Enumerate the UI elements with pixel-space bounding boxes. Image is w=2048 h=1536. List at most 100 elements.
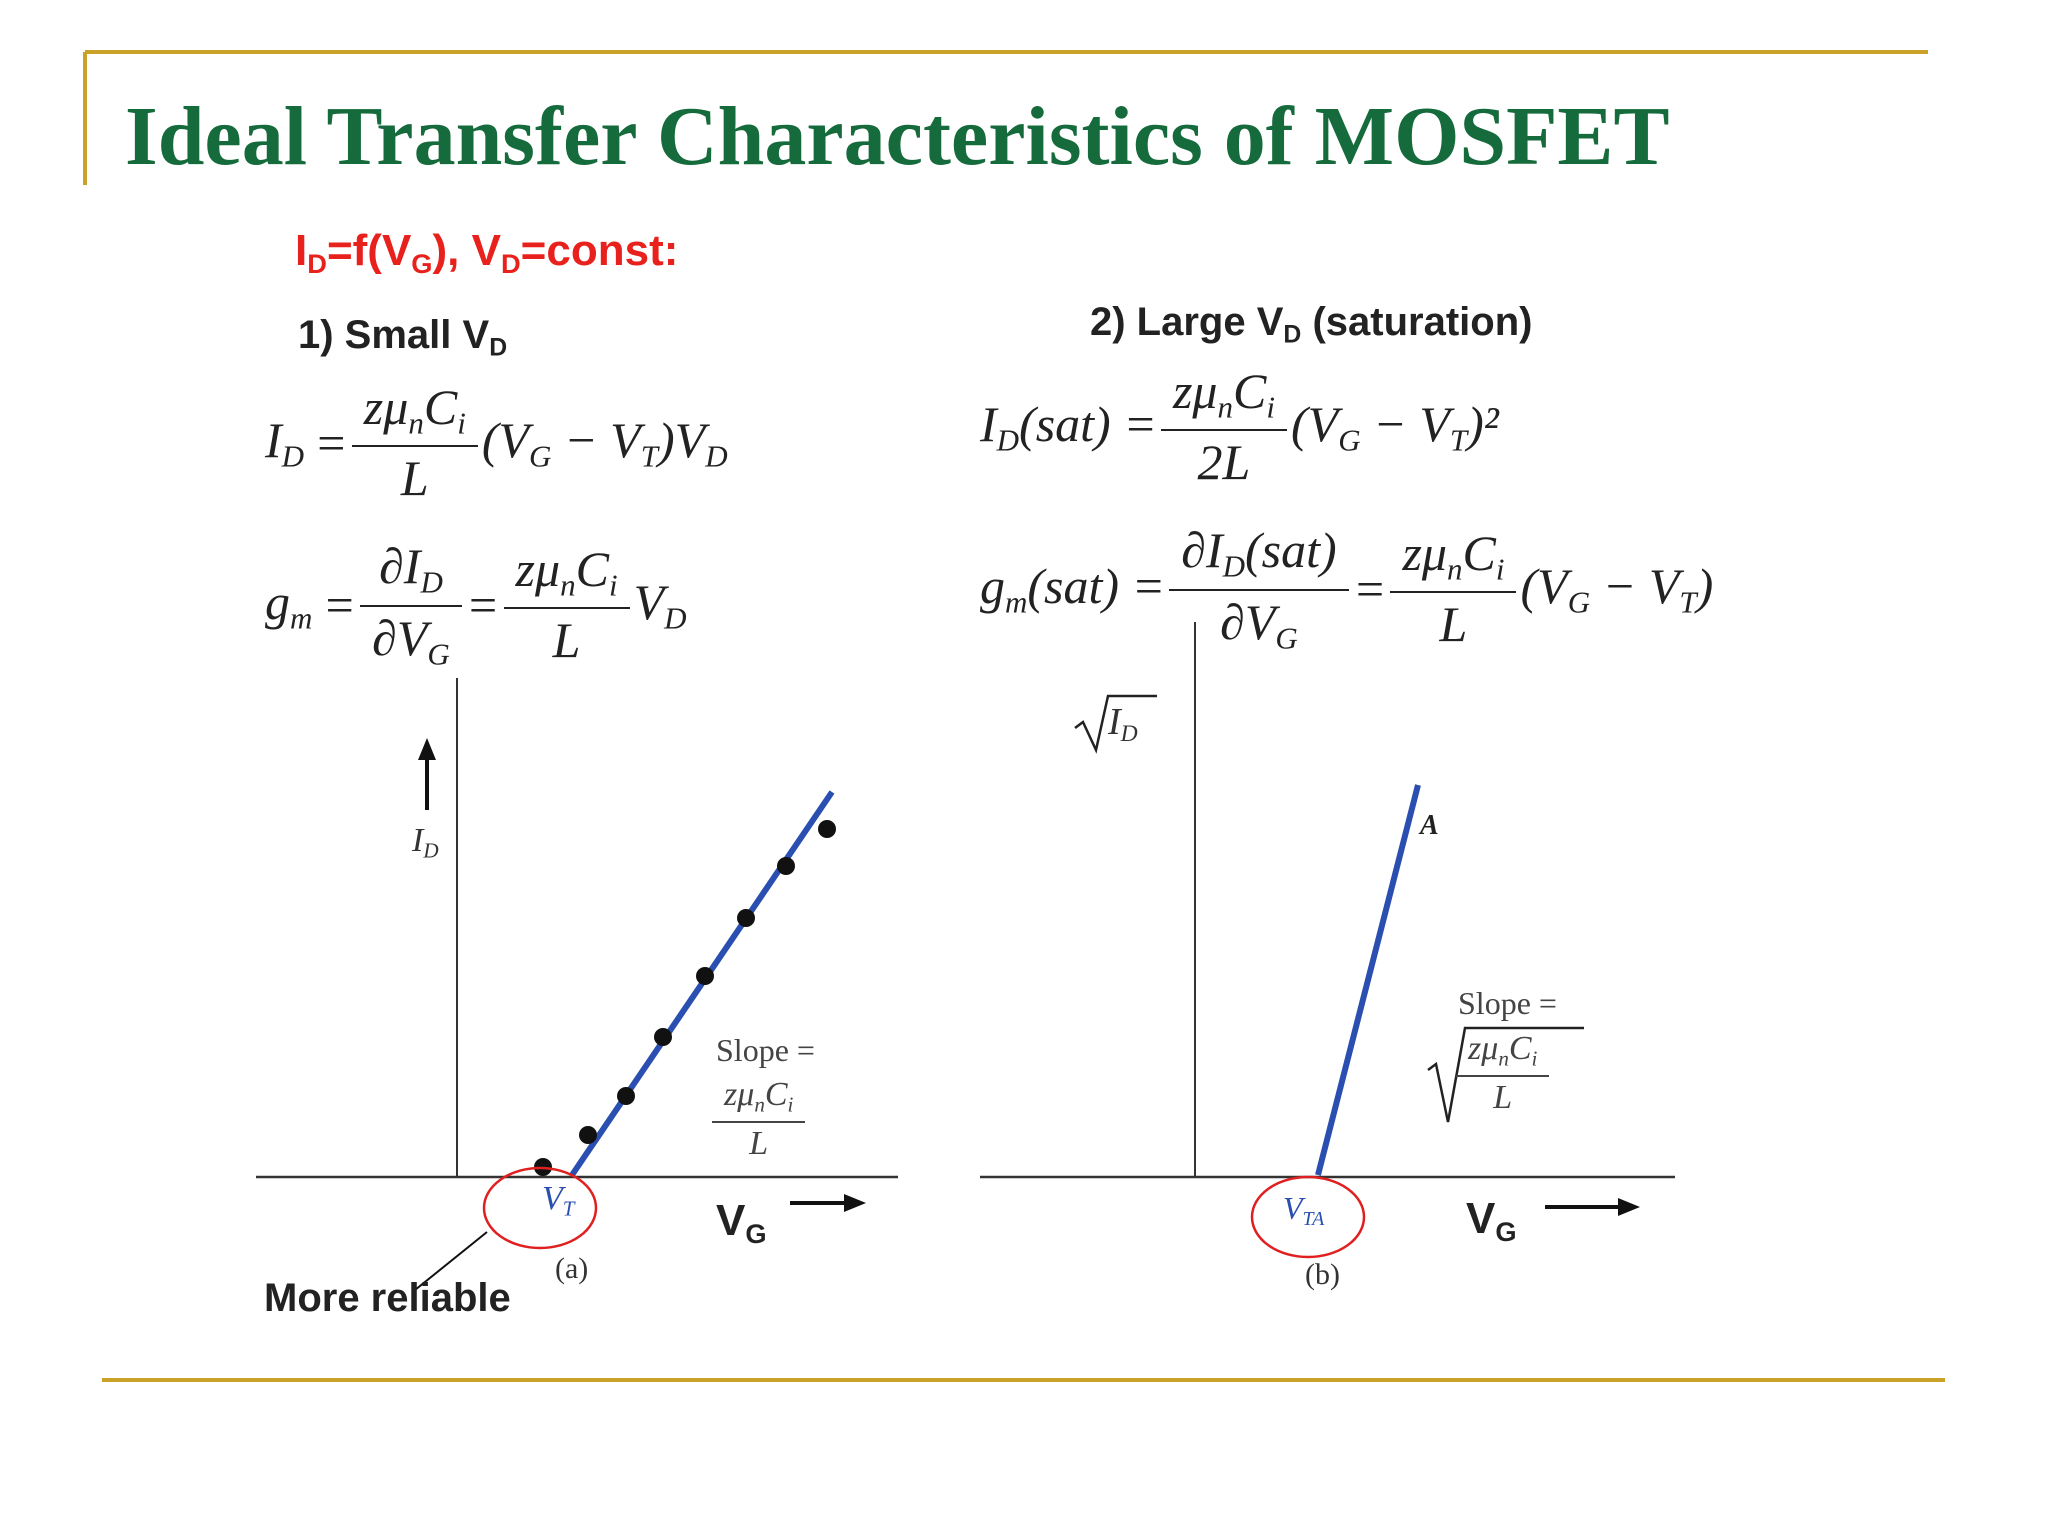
text: 2L (1197, 434, 1251, 491)
text: I (265, 412, 282, 468)
term: ID(sat) = (980, 395, 1157, 458)
subscript: m (1005, 584, 1028, 620)
subscript: G (1338, 422, 1361, 458)
text: C (423, 379, 458, 435)
threshold: VTA (1283, 1190, 1324, 1231)
numerator: zμnCi (1167, 362, 1281, 429)
subscript: D (664, 600, 687, 636)
term: (VG − VT)VD (482, 411, 728, 474)
text: C (575, 540, 609, 597)
text: ) (1696, 557, 1714, 614)
denominator: L (1390, 591, 1517, 653)
y-label: ID (412, 822, 439, 863)
text: − V (1360, 396, 1450, 452)
subscript: i (1531, 1046, 1538, 1071)
text: V (1283, 1190, 1303, 1226)
denominator: ∂VG (360, 604, 462, 672)
equation: ID = zμnCi L (VG − VT)VD (265, 378, 728, 507)
text: (sat) = (1027, 557, 1166, 614)
equations: ID = zμnCi L (VG − VT)VD gm = ∂ID ∂VG = zμnCi L VD (265, 378, 728, 702)
text: L (552, 612, 581, 669)
subscript: D (1222, 548, 1246, 584)
text: ∂I (1181, 522, 1223, 579)
text: = (465, 576, 500, 633)
term: (VG − VT) (1520, 557, 1713, 620)
subscript: D (307, 248, 327, 280)
text: (V (481, 412, 530, 468)
point (579, 1126, 597, 1144)
text: =f(V (326, 226, 412, 275)
text: V (1466, 1194, 1496, 1243)
sqrt-sign (1074, 694, 1157, 754)
text: ), V (432, 226, 501, 275)
subscript: n (560, 567, 576, 603)
point (696, 967, 714, 985)
subscript: D (489, 334, 508, 362)
text: zμ (515, 540, 561, 597)
text: L (1493, 1079, 1513, 1117)
text: )V (657, 412, 706, 468)
subscript: T (1449, 422, 1468, 458)
subscript: i (1266, 389, 1275, 425)
text: ∂V (1220, 593, 1276, 650)
subscript: D (1120, 721, 1138, 748)
text: =const: (520, 226, 679, 275)
text: L (400, 450, 429, 507)
subscript: i (608, 567, 618, 603)
term: = (466, 576, 500, 634)
point (737, 909, 755, 927)
arrowhead (1618, 1198, 1640, 1216)
text: C (1233, 363, 1267, 419)
numerator: zμnCi (1462, 1030, 1543, 1075)
subscript: G (411, 248, 433, 280)
subscript: n (408, 405, 424, 441)
subscript: TA (1302, 1207, 1325, 1230)
point (617, 1087, 635, 1105)
slope-label: Slope = (1458, 985, 1557, 1021)
subscript: D (1283, 321, 1302, 349)
text: (sat) = (1019, 396, 1157, 452)
text: C (764, 1076, 788, 1113)
fraction: zμnCi L (1390, 524, 1517, 653)
text: L (749, 1125, 769, 1163)
text: − V (1590, 557, 1680, 614)
subscript: n (1498, 1046, 1509, 1071)
fraction: zμnCi L (351, 378, 478, 507)
subscript: D (996, 422, 1020, 458)
subscript: G (427, 635, 450, 671)
subscript: m (290, 600, 313, 636)
points (534, 820, 836, 1176)
subscript: D (423, 838, 439, 863)
x-label: VG (716, 1196, 767, 1250)
term: = (322, 576, 356, 634)
heading: 2) Large VD (saturation) (1090, 300, 1532, 349)
term: = (1353, 560, 1387, 618)
slope-label: Slope = (716, 1032, 815, 1068)
subscript: G (1495, 1216, 1517, 1248)
point (654, 1028, 672, 1046)
equation: gm(sat) = ∂ID(sat) ∂VG = zμnCi L (VG − VT) (980, 521, 1713, 656)
term: (VG − VT)² (1291, 395, 1499, 458)
subscript: i (787, 1092, 794, 1117)
text: zμ (363, 379, 409, 435)
text: I (1108, 701, 1121, 743)
point (818, 820, 836, 838)
subscript: G (529, 438, 552, 474)
text: )² (1467, 396, 1499, 452)
condition: ID=f(VG), VD=const: (295, 226, 678, 280)
subscript: n (1447, 551, 1463, 587)
text: ∂V (372, 609, 428, 666)
text: (saturation) (1301, 300, 1533, 344)
slope-fraction: zμnCi L (1456, 1030, 1550, 1117)
text: I (980, 396, 997, 452)
text: zμ (724, 1076, 755, 1113)
text: V (633, 573, 665, 630)
subscript: i (457, 405, 466, 441)
denominator: L (1456, 1075, 1550, 1117)
subscript: D (500, 248, 521, 280)
term: gm(sat) = (980, 557, 1165, 620)
subscript: G (745, 1218, 767, 1250)
numerator: zμnCi (510, 540, 624, 607)
term: ID (265, 411, 304, 474)
